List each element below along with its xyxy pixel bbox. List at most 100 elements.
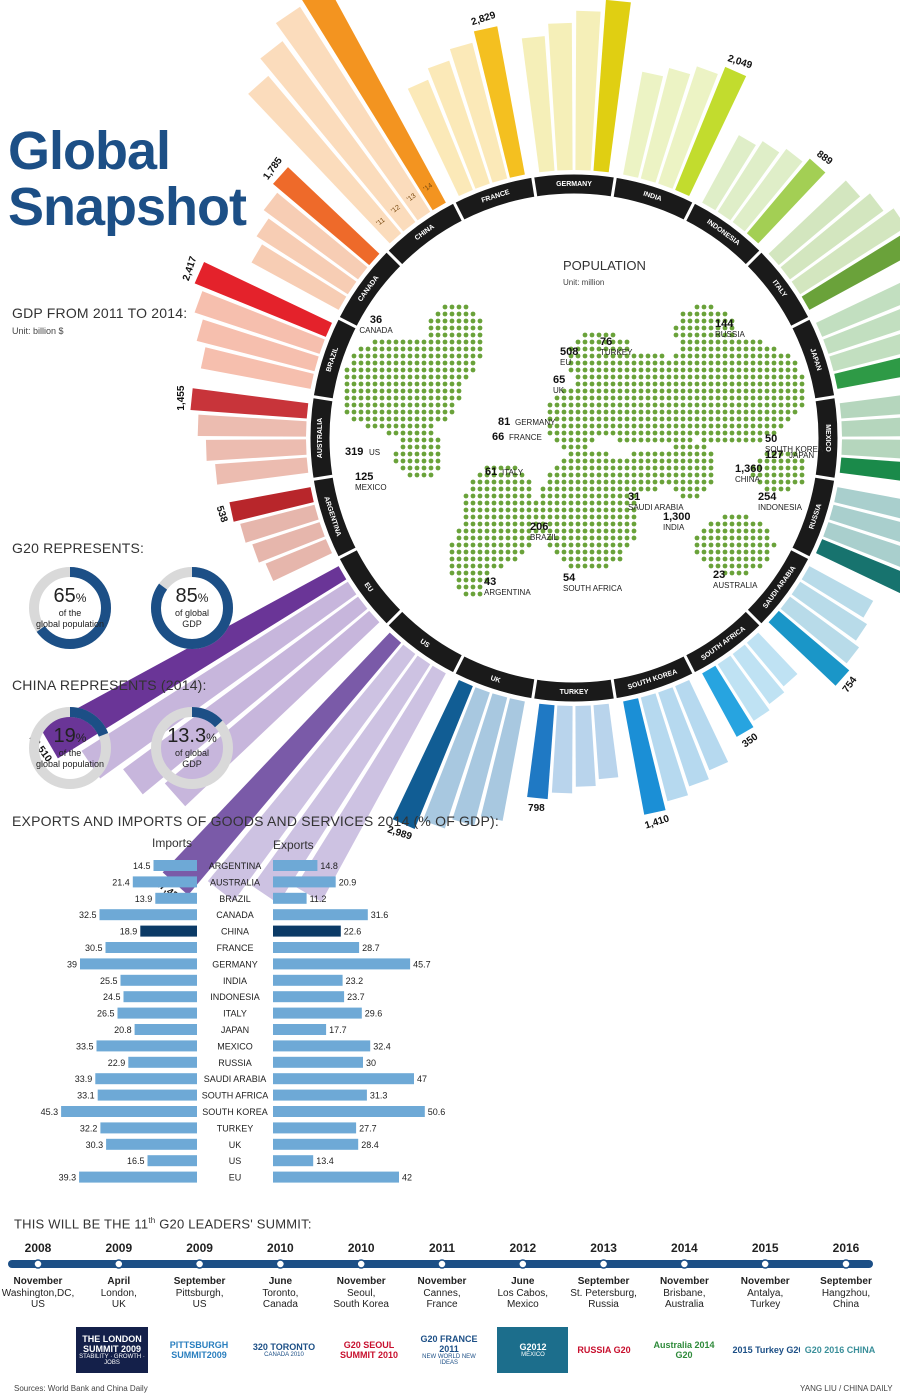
map-dot [610,332,616,338]
ring-label-turkey: TURKEY [560,689,589,696]
map-dot [428,339,434,345]
map-dot [582,367,588,373]
map-dot [540,514,546,520]
map-dot [729,528,735,534]
map-dot [638,402,644,408]
map-dot [582,465,588,471]
map-dot [659,423,665,429]
summit-logo-sub-0: STABILITY · GROWTH · JOBS [79,1354,145,1366]
map-dot [547,535,553,541]
map-dot [729,514,735,520]
map-dot [484,514,490,520]
map-dot [680,360,686,366]
ring-gap [682,653,697,676]
map-dot [729,535,735,541]
china-year-0: '14 [423,182,435,193]
map-dot [582,395,588,401]
map-dot [589,542,595,548]
map-dot [617,430,623,436]
gdp-bar-south-korea-2014 [623,698,666,815]
map-dot [568,514,574,520]
map-dot [554,500,560,506]
map-dot [666,416,672,422]
map-dot [470,332,476,338]
exports-header: Exports [273,838,314,852]
map-dot [610,346,616,352]
map-dot [722,311,728,317]
map-dot [701,374,707,380]
map-dot [456,584,462,590]
map-dot [484,479,490,485]
map-dot [568,437,574,443]
map-dot [750,549,756,555]
map-dot [771,486,777,492]
world-dot-map [344,304,805,597]
map-dot [736,374,742,380]
map-dot [463,311,469,317]
export-value-russia: 30 [366,1058,376,1068]
map-dot [526,500,532,506]
gdp-bar-australia-2013 [197,414,307,437]
map-dot [358,346,364,352]
map-dot [645,458,651,464]
import-bar-south-africa [97,1089,197,1101]
map-dot [610,423,616,429]
map-dot [652,486,658,492]
map-dot [400,402,406,408]
map-dot [722,416,728,422]
map-dot [722,402,728,408]
map-dot [589,486,595,492]
import-value-us: 16.5 [127,1156,145,1166]
map-dot [554,486,560,492]
map-dot [435,388,441,394]
map-dot [582,472,588,478]
map-dot [610,556,616,562]
timeline-country-4: South Korea [333,1299,389,1310]
map-dot [491,486,497,492]
map-dot [540,486,546,492]
map-dot [477,549,483,555]
map-dot [617,556,623,562]
map-dot [505,486,511,492]
map-dot [624,409,630,415]
map-dot [561,458,567,464]
map-dot [547,514,553,520]
map-dot [477,507,483,513]
map-dot [407,388,413,394]
map-dot [743,381,749,387]
map-dot [533,521,539,527]
summit-logo-text-0: THE LONDON SUMMIT 2009 [82,1334,142,1354]
map-dot [484,563,490,569]
map-dot [771,346,777,352]
gdp-value-turkey: 798 [528,803,545,814]
map-dot [575,395,581,401]
map-dot [484,556,490,562]
map-dot [603,458,609,464]
summit-logo-text-5: G2012 [519,1342,547,1352]
map-dot [442,360,448,366]
map-dot [701,388,707,394]
gdp-bar-argentina-2011 [265,539,332,582]
china-donut-arc-1 [151,707,233,789]
map-dot [435,318,441,324]
map-dot [764,416,770,422]
map-dot [470,325,476,331]
pop-name-brazil: BRAZIL [530,533,559,542]
map-dot [673,332,679,338]
map-dot [351,395,357,401]
map-dot [554,549,560,555]
gdp-bar-turkey-2011 [593,703,619,780]
map-dot [554,528,560,534]
map-dot [708,528,714,534]
map-dot [785,402,791,408]
map-dot [785,381,791,387]
map-dot [785,458,791,464]
map-dot [687,346,693,352]
china-donut-value-1: 13.3% [167,725,217,747]
map-dot [603,381,609,387]
map-dot [603,549,609,555]
map-dot [757,563,763,569]
map-dot [708,465,714,471]
map-dot [603,339,609,345]
gdp-bar-italy-2013 [791,208,900,295]
